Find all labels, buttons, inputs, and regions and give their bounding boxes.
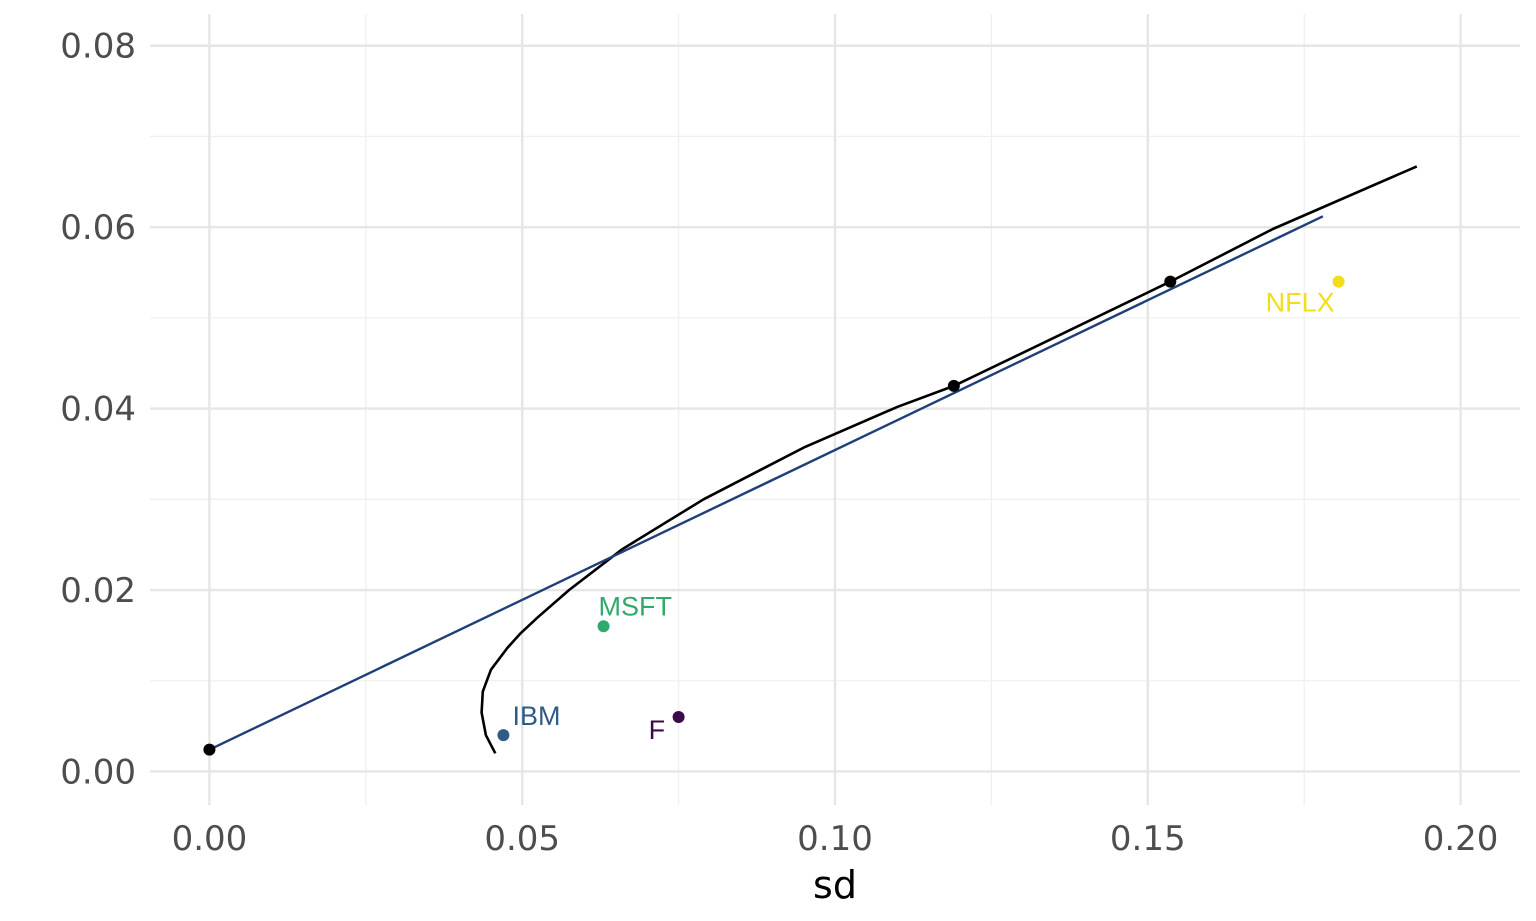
y-tick-label: 0.00 bbox=[60, 752, 136, 792]
series-layer bbox=[208, 165, 1418, 754]
y-tick-label: 0.04 bbox=[60, 390, 136, 430]
y-tick-label: 0.06 bbox=[60, 208, 136, 248]
points-layer bbox=[203, 275, 1345, 756]
x-tick-label: 0.15 bbox=[1110, 819, 1186, 859]
asset-labels: IBM MSFT F NFLX bbox=[512, 288, 1334, 745]
y-tick-label: 0.02 bbox=[60, 571, 136, 611]
x-axis-title: sd bbox=[813, 863, 857, 907]
portfolio-point bbox=[947, 379, 960, 392]
x-tick-label: 0.20 bbox=[1423, 819, 1499, 859]
asset-label-msft: MSFT bbox=[599, 591, 673, 621]
x-axis-ticks: 0.00 0.05 0.10 0.15 0.20 bbox=[172, 819, 1499, 859]
asset-label-f: F bbox=[649, 715, 666, 745]
portfolio-point bbox=[1164, 275, 1177, 288]
portfolio-point bbox=[203, 743, 216, 756]
asset-point-nflx bbox=[1332, 275, 1345, 288]
x-tick-label: 0.05 bbox=[484, 819, 560, 859]
asset-point-f bbox=[672, 711, 685, 724]
frontier-line bbox=[480, 165, 1418, 754]
x-tick-label: 0.10 bbox=[797, 819, 873, 859]
asset-point-msft bbox=[597, 620, 610, 633]
asset-label-nflx: NFLX bbox=[1266, 288, 1335, 318]
major-gridlines bbox=[150, 14, 1520, 805]
capital-market-line bbox=[208, 215, 1324, 751]
asset-label-ibm: IBM bbox=[512, 701, 560, 731]
y-axis-ticks: 0.00 0.02 0.04 0.06 0.08 bbox=[60, 27, 136, 793]
y-tick-label: 0.08 bbox=[60, 27, 136, 67]
asset-point-ibm bbox=[497, 729, 510, 742]
x-tick-label: 0.00 bbox=[172, 819, 248, 859]
